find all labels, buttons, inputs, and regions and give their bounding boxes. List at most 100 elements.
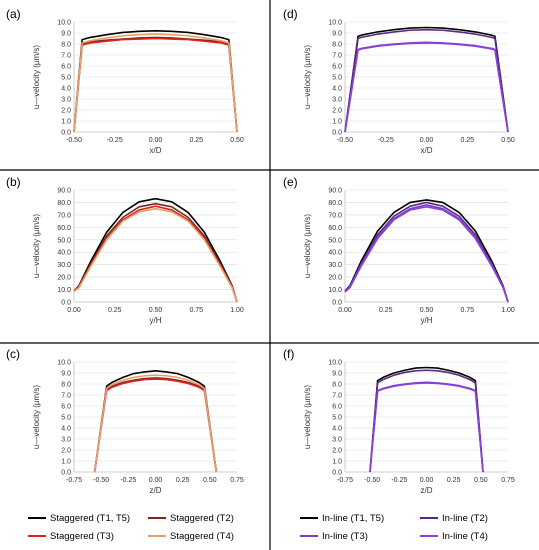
x-tick-label: 0.25 <box>176 477 190 484</box>
y-tick-label: 2.0 <box>332 108 342 115</box>
y-tick-label: 1.0 <box>332 459 342 466</box>
series-line-3 <box>344 42 509 133</box>
y-tick-label: 70.0 <box>57 212 71 219</box>
y-tick-label: 4.0 <box>61 86 71 93</box>
y-tick-label: 3.0 <box>332 437 342 444</box>
x-axis-label: x/D <box>421 146 433 155</box>
y-tick-label: 9.0 <box>332 371 342 378</box>
series-line-3 <box>93 374 218 473</box>
y-axis-label: u—velocity (µm/s) <box>303 214 312 279</box>
y-tick-label: 1.0 <box>332 119 342 126</box>
y-tick-label: 0.0 <box>61 130 71 137</box>
x-tick-label: 0.75 <box>501 477 515 484</box>
y-tick-label: 9.0 <box>332 31 342 38</box>
legend-item: In-line (T3) <box>300 531 368 542</box>
x-tick-label: 0.75 <box>460 307 474 314</box>
x-tick-label: 0.00 <box>67 307 81 314</box>
series-line-2 <box>369 381 484 473</box>
x-tick-label: 1.00 <box>501 307 515 314</box>
y-tick-label: 4.0 <box>332 426 342 433</box>
x-tick-label: 0.75 <box>189 307 203 314</box>
y-axis-label: u—velocity (µm/s) <box>32 214 41 279</box>
x-tick-label: -0.25 <box>378 137 394 144</box>
y-tick-label: 50.0 <box>57 237 71 244</box>
series-line-0 <box>344 26 509 133</box>
y-tick-label: 8.0 <box>332 42 342 49</box>
x-tick-label: -0.75 <box>337 477 353 484</box>
x-axis-label: y/H <box>421 316 433 325</box>
y-tick-label: 20.0 <box>57 275 71 282</box>
y-tick-label: 2.0 <box>332 448 342 455</box>
x-axis-label: z/D <box>421 486 433 495</box>
series-line-3 <box>73 207 238 303</box>
legend-staggered: Staggered (T1, T5) Staggered (T2) Staggere… <box>28 513 234 542</box>
y-tick-label: 0.0 <box>332 470 342 477</box>
x-tick-label: 0.00 <box>420 477 434 484</box>
x-tick-label: 0.25 <box>460 137 474 144</box>
y-tick-label: 50.0 <box>328 237 342 244</box>
y-tick-label: 60.0 <box>57 225 71 232</box>
legend-item: In-line (T2) <box>420 513 488 524</box>
chart-panel-d: (d) 0.0 1.0 2.0 3.0 4.0 5.0 6.0 7.0 8.0 9.0 10.0 -0.… <box>283 7 515 155</box>
y-tick-label: 60.0 <box>328 225 342 232</box>
x-axis-label: y/H <box>150 316 162 325</box>
x-tick-label: -0.75 <box>66 477 82 484</box>
panel-label: (a) <box>6 7 21 21</box>
series-line-0 <box>93 369 218 473</box>
chart-panel-b: (b) 0.0 10.0 20.0 30.0 40.0 50.0 60.0 70.0 80.0 90… <box>6 175 244 325</box>
series-line-3 <box>73 33 238 133</box>
x-tick-label: -0.25 <box>120 477 136 484</box>
legend-item: Staggered (T4) <box>148 531 234 542</box>
chart-panel-f: (f) 0.0 1.0 2.0 3.0 4.0 5.0 6.0 7.0 8.0 9.0 10.0 -0.… <box>283 347 515 495</box>
y-tick-label: 5.0 <box>332 415 342 422</box>
x-tick-label: -0.50 <box>337 137 353 144</box>
y-tick-label: 8.0 <box>61 42 71 49</box>
x-tick-label: 0.75 <box>230 477 244 484</box>
x-tick-label: 0.00 <box>149 137 163 144</box>
x-tick-label: -0.25 <box>107 137 123 144</box>
y-tick-label: 2.0 <box>61 108 71 115</box>
y-tick-label: 5.0 <box>61 415 71 422</box>
x-tick-label: 0.50 <box>203 477 217 484</box>
y-tick-label: 10.0 <box>57 20 71 27</box>
chart-panel-c: (c) 0.0 1.0 2.0 3.0 4.0 5.0 6.0 7.0 8.0 9.0 10.0 -0.… <box>6 347 244 495</box>
legend-label: Staggered (T1, T5) <box>50 513 130 524</box>
y-tick-label: 8.0 <box>61 382 71 389</box>
y-tick-label: 70.0 <box>328 212 342 219</box>
y-tick-label: 9.0 <box>61 371 71 378</box>
chart-panel-a: (a) 0.0 1.0 2.0 3.0 4.0 5.0 6.0 7.0 8.0 9.0 10.0 -0.… <box>6 7 244 155</box>
y-tick-label: 10.0 <box>57 360 71 367</box>
x-tick-label: -0.50 <box>364 477 380 484</box>
x-tick-label: 0.50 <box>420 307 434 314</box>
y-tick-label: 80.0 <box>328 200 342 207</box>
panel-label: (c) <box>6 347 20 361</box>
y-axis-label: u—velocity (µm/s) <box>32 385 41 450</box>
x-tick-label: 0.25 <box>447 477 461 484</box>
x-tick-label: 0.50 <box>230 137 244 144</box>
y-tick-label: 6.0 <box>332 404 342 411</box>
x-tick-label: 0.25 <box>379 307 393 314</box>
y-tick-label: 6.0 <box>61 404 71 411</box>
y-axis-label: u—velocity (µm/s) <box>32 45 41 110</box>
y-tick-label: 90.0 <box>57 188 71 195</box>
series-line-3 <box>369 382 484 473</box>
series-line-0 <box>344 199 509 303</box>
x-tick-label: 0.25 <box>189 137 203 144</box>
x-tick-label: -0.25 <box>391 477 407 484</box>
series-line-3 <box>344 206 509 303</box>
y-tick-label: 1.0 <box>61 459 71 466</box>
x-tick-label: 0.00 <box>420 137 434 144</box>
x-tick-label: 0.00 <box>149 477 163 484</box>
x-tick-label: -0.50 <box>66 137 82 144</box>
y-tick-label: 90.0 <box>328 188 342 195</box>
y-tick-label: 0.0 <box>332 300 342 307</box>
x-tick-label: 0.50 <box>149 307 163 314</box>
y-tick-label: 4.0 <box>332 86 342 93</box>
panels: (a) 0.0 1.0 2.0 3.0 4.0 5.0 6.0 7.0 8.0 9.0 10.0 -0.… <box>6 7 515 495</box>
y-tick-label: 20.0 <box>328 275 342 282</box>
panel-label: (e) <box>283 175 298 189</box>
legend-in-line: In-line (T1, T5) In-line (T2) In-line (T3)… <box>300 513 488 542</box>
legend-label: Staggered (T2) <box>170 513 234 524</box>
y-tick-label: 5.0 <box>61 75 71 82</box>
